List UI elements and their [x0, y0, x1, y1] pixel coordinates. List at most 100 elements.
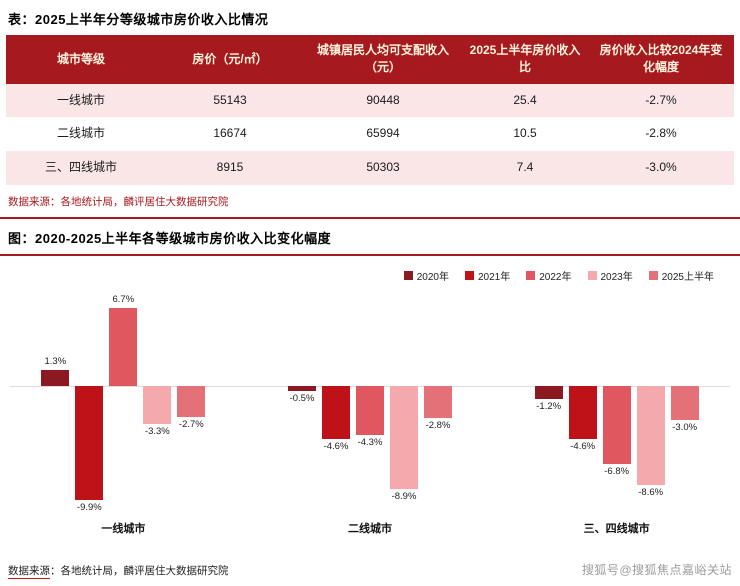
cell-income: 90448	[304, 83, 462, 118]
table-title: 表：2025上半年分等级城市房价收入比情况	[8, 12, 269, 27]
category-label: 三、四线城市	[583, 522, 650, 535]
legend-swatch	[465, 270, 474, 280]
bar-rect	[636, 385, 665, 486]
bar: -2.7%	[177, 291, 206, 516]
bar: -6.8%	[602, 291, 631, 516]
bar-value-label: -3.3%	[144, 425, 170, 437]
bar: -1.2%	[534, 291, 563, 516]
bar: -4.3%	[356, 291, 384, 516]
bar-value-label: -8.9%	[391, 490, 417, 502]
table-header-row: 城市等级 房价（元/㎡） 城镇居民人均可支配收入（元） 2025上半年房价收入比…	[6, 35, 734, 84]
table-row: 三、四线城市 8915 50303 7.4 -3.0%	[6, 150, 734, 185]
bar: 6.7%	[109, 291, 138, 516]
bar-rect	[109, 307, 138, 386]
chart-source-prefix: 数据来源	[8, 565, 50, 579]
cell-change: -2.8%	[588, 117, 734, 151]
legend-swatch	[526, 270, 536, 280]
legend-item: 2020年	[403, 268, 449, 283]
cell-change: -3.0%	[588, 150, 734, 185]
col-header-city-tier: 城市等级	[6, 35, 156, 84]
chart-title: 图：2020-2025上半年各等级城市房价收入比变化幅度	[8, 230, 332, 246]
footer: 数据来源：各地统计局，麟评居住大数据研究院 搜狐号@搜狐焦点嘉峪关站	[0, 561, 740, 579]
bar-value-label: -8.6%	[638, 487, 664, 499]
legend-label: 2021年	[478, 271, 511, 283]
bar-group: -0.5% -4.6% -4.3% -8.9% -2.8%	[247, 291, 494, 516]
bar-value-label: -9.9%	[76, 502, 102, 514]
bar-value-label: -6.8%	[604, 466, 630, 478]
section-divider	[0, 216, 740, 219]
cell-price: 55143	[156, 83, 304, 118]
cell-city-tier: 二线城市	[6, 117, 156, 151]
bar: -4.6%	[322, 291, 350, 516]
legend-swatch	[403, 270, 413, 280]
cell-city-tier: 三、四线城市	[6, 150, 156, 185]
cell-ratio: 25.4	[462, 83, 588, 118]
legend-swatch	[648, 270, 658, 280]
legend-item: 2023年	[587, 268, 633, 283]
table-source-note: 数据来源：各地统计局，麟评居住大数据研究院	[8, 195, 229, 208]
bar-rect	[602, 385, 631, 465]
col-header-income: 城镇居民人均可支配收入（元）	[304, 35, 462, 84]
legend-label: 2020年	[416, 271, 449, 283]
legend-swatch	[587, 270, 597, 280]
bar-value-label: 6.7%	[112, 293, 135, 305]
bar-value-label: -4.3%	[357, 437, 383, 449]
bar-value-label: -4.6%	[323, 440, 349, 452]
cell-price: 16674	[156, 117, 304, 151]
bar: -8.9%	[390, 291, 418, 516]
bar-rect	[177, 385, 206, 417]
bar-rect	[322, 385, 350, 439]
bar: -4.6%	[568, 291, 597, 516]
bar-rect	[534, 385, 563, 400]
table-row: 二线城市 16674 65994 10.5 -2.8%	[6, 117, 734, 151]
bar-group: 1.3% -9.9% 6.7% -3.3% -2.7%	[0, 291, 247, 516]
legend-label: 2023年	[600, 271, 633, 283]
bar: -9.9%	[75, 291, 104, 516]
bar-rect	[424, 385, 452, 419]
bar: -2.8%	[424, 291, 452, 516]
bar-rect	[41, 370, 70, 386]
category-axis: 一线城市 二线城市 三、四线城市	[0, 516, 740, 536]
chart-plot-area: 1.3% -9.9% 6.7% -3.3% -2.7% -0.5% -4.6% -4.3% -8…	[0, 291, 740, 516]
chart-plot: 1.3% -9.9% 6.7% -3.3% -2.7% -0.5% -4.6% -4.3% -8…	[0, 291, 740, 516]
bar-value-label: -1.2%	[536, 401, 562, 413]
cell-price: 8915	[156, 150, 304, 185]
watermark-text: 搜狐号@搜狐焦点嘉峪关站	[581, 563, 732, 577]
bar: 1.3%	[41, 291, 70, 516]
col-header-price: 房价（元/㎡）	[156, 35, 304, 84]
bar-chart: 2020年 2021年 2022年 2023年 2025上半年 1.3% -9.9% 6.7…	[0, 256, 740, 536]
cell-ratio: 10.5	[462, 117, 588, 151]
chart-source-note: 数据来源：各地统计局，麟评居住大数据研究院	[8, 563, 229, 579]
bar-value-label: -0.5%	[289, 393, 315, 405]
bar-rect	[390, 385, 418, 489]
category-label: 二线城市	[348, 522, 392, 535]
bar-value-label: 1.3%	[44, 356, 67, 368]
category-label: 一线城市	[101, 522, 146, 535]
cell-change: -2.7%	[588, 83, 734, 118]
legend-label: 2025上半年	[661, 271, 714, 283]
chart-title-divider	[0, 253, 740, 256]
cell-income: 65994	[304, 117, 462, 151]
legend-item: 2025上半年	[648, 268, 714, 283]
bar-rect	[143, 385, 172, 424]
chart-legend: 2020年 2021年 2022年 2023年 2025上半年	[0, 256, 740, 285]
cell-income: 50303	[304, 150, 462, 185]
cell-ratio: 7.4	[462, 150, 588, 185]
cell-city-tier: 一线城市	[6, 83, 156, 118]
bar-rect	[288, 385, 316, 392]
legend-item: 2021年	[465, 268, 510, 283]
bar-rect	[75, 385, 104, 501]
bar: -3.0%	[670, 291, 699, 516]
legend-label: 2022年	[539, 271, 572, 283]
bar-group: -1.2% -4.6% -6.8% -8.6% -3.0%	[493, 291, 740, 516]
col-header-ratio: 2025上半年房价收入比	[462, 35, 588, 84]
chart-source-rest: ：各地统计局，麟评居住大数据研究院	[50, 565, 229, 577]
legend-item: 2022年	[526, 268, 572, 283]
bar: -8.6%	[636, 291, 665, 516]
bar-rect	[356, 385, 384, 436]
col-header-change: 房价收入比较2024年变化幅度	[588, 35, 734, 84]
bar-rect	[568, 385, 597, 439]
bar: -0.5%	[288, 291, 316, 516]
price-income-table: 城市等级 房价（元/㎡） 城镇居民人均可支配收入（元） 2025上半年房价收入比…	[6, 35, 734, 185]
